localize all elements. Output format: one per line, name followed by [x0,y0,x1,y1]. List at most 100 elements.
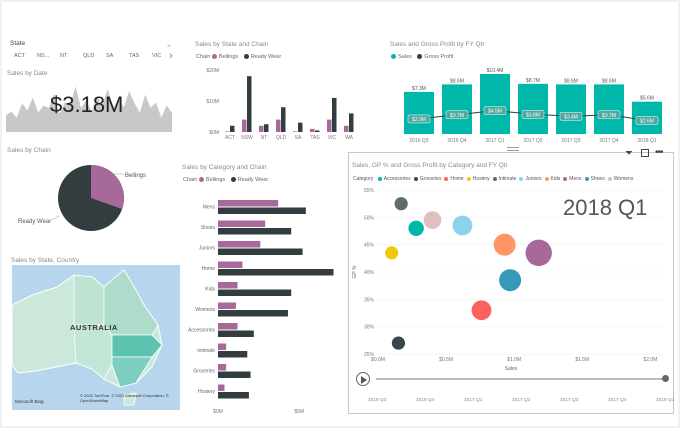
focus-mode-icon[interactable] [641,149,649,157]
bar-ready-wear-hosiery[interactable] [218,392,249,399]
scatter-legend-juniors[interactable]: Juniors [519,176,542,182]
scatter-legend-mens[interactable]: Mens [563,176,582,182]
bar-ready-wear-tas[interactable] [315,130,320,132]
bar-sales-2016-q3[interactable] [404,91,434,134]
bubble-groceries[interactable] [391,336,406,350]
play-axis-handle[interactable] [662,375,669,382]
bar-bellings-tas[interactable] [310,128,315,132]
sales-data-label: $8.6M [450,78,464,84]
y-tick-label: Womens [195,307,215,313]
scatter-legend-home[interactable]: Home [444,176,464,182]
bubble-home[interactable] [471,300,492,321]
scatter-legend-kids[interactable]: Kids [544,176,560,182]
slicer-item-sa[interactable]: SA [106,53,114,59]
bubble-intimate[interactable] [394,197,408,211]
bar-ready-wear-womens[interactable] [218,310,288,317]
bar-sales-2017-q1[interactable] [480,74,510,134]
timeline-label-2017-q2[interactable]: 2017 Q2 [512,398,531,403]
bar-bellings-kids[interactable] [218,282,238,289]
timeline-label-2016-q4[interactable]: 2016 Q4 [416,398,435,403]
bar-sales-2017-q2[interactable] [518,83,548,134]
slicer-item-vic[interactable]: VIC [152,53,162,59]
slicer-item-act[interactable]: ACT [14,53,25,59]
bar-ready-wear-accessories[interactable] [218,330,254,338]
bar-bellings-home[interactable] [218,261,243,269]
scatter-legend-shoes[interactable]: Shoes [584,176,605,182]
x-tick-label: 2017 Q4 [599,138,618,144]
play-axis-track[interactable] [376,378,666,380]
bar-ready-wear-wa[interactable] [349,113,354,132]
bar-bellings-mens[interactable] [218,200,279,207]
state-slicer[interactable]: ACT NS... NT QLD SA TAS VIC [8,53,168,63]
slicer-item-tas[interactable]: TAS [129,53,140,59]
filter-icon[interactable]: ⏷ [625,148,633,159]
slicer-item-ns[interactable]: NS... [37,53,50,59]
bubble-womens[interactable] [423,211,442,229]
bar-ready-wear-intimate[interactable] [218,351,248,358]
bar-ready-wear-home[interactable] [218,269,334,276]
scatter-legend-intimate[interactable]: Intimate [492,176,516,182]
slicer-item-nt[interactable]: NT [60,53,68,59]
bubble-kids[interactable] [493,233,516,256]
australia-map[interactable]: AUSTRALIA Microsoft Bing © 2022 TomTom, … [12,265,180,410]
bar-sales-2016-q4[interactable] [442,84,472,134]
gp-data-label: $3.7M [602,113,616,119]
bar-bellings-nsw[interactable] [242,119,247,132]
bubble-hosiery[interactable] [385,246,399,260]
scatter-legend-hosiery[interactable]: Hosiery [466,176,490,182]
bar-ready-wear-juniors[interactable] [218,248,303,256]
timeline-label-2017-q3[interactable]: 2017 Q3 [560,398,579,403]
bar-bellings-qld[interactable] [276,119,281,132]
x-tick-label: TAS [310,135,320,141]
y-tick-label: 50% [364,215,375,221]
drag-handle-icon[interactable] [507,147,519,151]
bar-bellings-wa[interactable] [344,125,349,132]
bar-bellings-hosiery[interactable] [218,384,225,392]
bubble-juniors[interactable] [452,215,473,236]
bar-bellings-act[interactable] [225,131,230,132]
gp-label-box [445,110,469,120]
bar-bellings-womens[interactable] [218,302,236,310]
bar-ready-wear-qld[interactable] [281,107,286,132]
scatter-legend-womens[interactable]: Womens [607,176,633,182]
chevron-up-icon[interactable]: ⌃ [166,45,172,52]
slicer-item-qld[interactable]: QLD [83,53,95,59]
scatter-legend-accessories[interactable]: Accessories [377,176,411,182]
bar-ready-wear-vic[interactable] [332,97,337,132]
play-button[interactable] [356,372,370,386]
x-tick-label: $1.0M [507,357,521,363]
bar-bellings-nt[interactable] [259,125,264,132]
gp-data-label: $2.6M [640,119,654,125]
gp-label-box [407,114,431,124]
bar-ready-wear-kids[interactable] [218,289,292,297]
bar-bellings-groceries[interactable] [218,364,227,371]
bar-bellings-juniors[interactable] [218,241,261,248]
bar-ready-wear-mens[interactable] [218,207,306,215]
more-options-icon[interactable]: ••• [655,147,663,158]
bubble-shoes[interactable] [499,269,522,292]
bar-bellings-sa[interactable] [293,131,298,132]
bar-ready-wear-nsw[interactable] [247,76,252,132]
timeline-label-2016-q3[interactable]: 2016 Q3 [368,398,387,403]
bar-bellings-intimate[interactable] [218,343,227,351]
bar-ready-wear-act[interactable] [230,125,235,132]
bar-ready-wear-groceries[interactable] [218,371,251,379]
bar-bellings-accessories[interactable] [218,323,238,330]
chevron-right-icon[interactable]: › [169,50,173,62]
bar-ready-wear-shoes[interactable] [218,228,292,235]
sales-data-label: $8.6M [602,78,616,84]
timeline-label-2017-q4[interactable]: 2017 Q4 [608,398,627,403]
bar-bellings-shoes[interactable] [218,220,266,228]
pie-slice-bellings[interactable] [91,165,124,209]
bar-bellings-vic[interactable] [327,119,332,132]
bar-ready-wear-sa[interactable] [298,122,303,132]
bar-sales-2017-q3[interactable] [556,84,586,134]
bubble-mens[interactable] [525,239,552,267]
state-slicer-title: State [10,40,26,47]
bar-sales-2017-q4[interactable] [594,84,624,134]
bubble-accessories[interactable] [408,220,424,236]
bar-ready-wear-nt[interactable] [264,124,269,132]
scatter-legend-groceries[interactable]: Groceries [413,176,441,182]
timeline-label-2017-q1[interactable]: 2017 Q1 [464,398,483,403]
timeline-label-2018-q1[interactable]: 2018 Q1 [656,398,675,403]
